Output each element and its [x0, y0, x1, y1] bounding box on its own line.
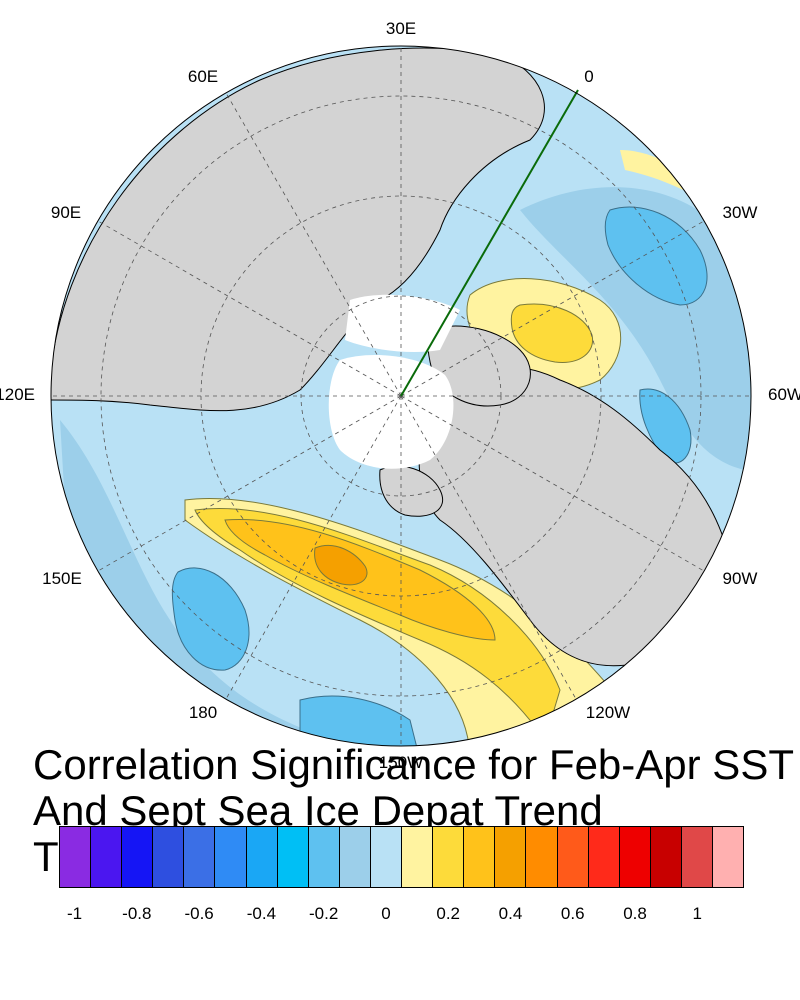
colorbar-swatch: [432, 826, 464, 888]
map-border: [50, 45, 752, 747]
colorbar: [59, 826, 745, 888]
lon-label-90e: 90E: [51, 203, 81, 222]
colorbar-swatch: [494, 826, 526, 888]
greenland-landmass: [427, 325, 531, 407]
colorbar-swatch: [556, 826, 588, 888]
colorbar-tick-label: -0.2: [309, 904, 339, 923]
lon-label-30e: 30E: [386, 19, 416, 38]
north-atlantic-positive-0-4: [510, 303, 594, 363]
colorbar-swatch: [338, 826, 370, 888]
colorbar-tick-label: -0.6: [184, 904, 214, 923]
colorbar-tick-label: -0.8: [122, 904, 152, 923]
colorbar-swatch: [152, 826, 184, 888]
colorbar-swatch: [525, 826, 557, 888]
colorbar-tick-label: 1: [692, 904, 703, 923]
colorbar-tick-label: -0.4: [246, 904, 277, 923]
title-line-2: And Sept Sea Ice Depat Trend: [33, 787, 603, 834]
lon-label-150e: 150E: [42, 569, 82, 588]
colorbar-swatch: [618, 826, 650, 888]
colorbar-tick-label: 0.8: [623, 904, 647, 923]
colorbar-swatch: [401, 826, 433, 888]
colorbar-swatch: [90, 826, 122, 888]
barents-sea-ice: [345, 294, 460, 352]
norwegian-positive-0-2: [620, 150, 740, 230]
colorbar-swatch: [649, 826, 681, 888]
map-disk: [51, 46, 751, 746]
colorbar-swatch: [214, 826, 246, 888]
colorbar-swatch: [369, 826, 402, 888]
lon-label-150w: 150W: [379, 753, 423, 772]
colorbar-tick-label: 0: [381, 904, 391, 923]
colorbar-swatch: [59, 826, 91, 888]
colorbar-swatch: [183, 826, 215, 888]
lon-label-120w: 120W: [586, 703, 630, 722]
colorbar-tick-label: 0.6: [560, 904, 585, 923]
lon-label-60w: 60W: [768, 385, 800, 404]
colorbar-swatch: [680, 826, 712, 888]
colorbar-tick-label: 0.4: [498, 904, 523, 923]
alaska-landmass: [379, 465, 443, 517]
colorbar-swatch: [587, 826, 619, 888]
colorbar-swatch: [711, 826, 745, 888]
colorbar-swatch: [463, 826, 495, 888]
colorbar-swatch: [245, 826, 277, 888]
colorbar-swatch: [307, 826, 339, 888]
colorbar-tick-label: -1: [67, 904, 83, 923]
transect-line: [400, 89, 579, 397]
pacific-positive-0-8-patch: [314, 544, 368, 586]
colorbar-swatch: [121, 826, 153, 888]
graticule: [51, 46, 751, 746]
title-line-1: Correlation Significance for Feb-Apr SST: [33, 741, 794, 788]
lon-label-180: 180: [189, 703, 217, 722]
lon-label-90w: 90W: [723, 569, 758, 588]
arctic-sea-ice: [328, 355, 454, 469]
lon-label-120e: 120E: [0, 385, 35, 404]
colorbar-tick-label: 0.2: [436, 904, 461, 923]
labrador-negative-0-4-patch: [639, 388, 692, 464]
colorbar-labels: -1 -0.8 -0.6 -0.4 -0.2 0 0.2 0.4 0.6 0.8 1: [0, 904, 800, 928]
pacific-negative-0-4-patch: [171, 567, 250, 671]
atlantic-negative-0-4-patch: [604, 206, 708, 306]
eurasia-landmass: [51, 47, 545, 412]
title-line-3: T: [33, 833, 59, 880]
lon-label-60e: 60E: [188, 67, 218, 86]
colorbar-swatch: [276, 826, 308, 888]
lon-label-30w: 30W: [723, 203, 758, 222]
lon-label-0: 0: [584, 67, 593, 86]
